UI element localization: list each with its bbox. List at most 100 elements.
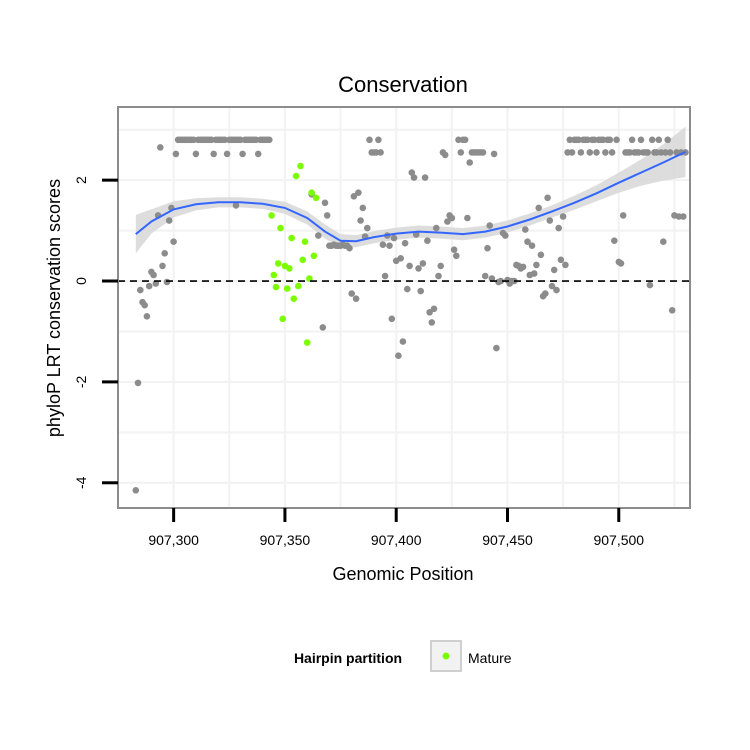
data-point-other (606, 136, 614, 144)
data-point-mature (295, 282, 302, 290)
data-point-other (359, 204, 367, 212)
data-point-other (577, 149, 585, 156)
plot-panel (117, 106, 691, 509)
data-point-other (628, 136, 636, 144)
data-point-other (619, 212, 627, 219)
data-point-other (152, 280, 160, 287)
data-point-other (357, 217, 364, 224)
data-point-mature (283, 285, 291, 292)
data-point-other (377, 149, 384, 156)
data-point-other (150, 271, 157, 279)
data-point-other (611, 237, 618, 244)
data-point-other (537, 251, 545, 259)
data-point-other (533, 261, 540, 269)
data-point-other (548, 282, 556, 290)
data-point-other (395, 352, 402, 360)
data-point-mature (308, 189, 315, 196)
data-point-other (254, 150, 262, 158)
data-point-mature (301, 238, 309, 245)
data-point-other (137, 286, 144, 294)
data-point-other (544, 194, 551, 202)
data-point-other (165, 217, 173, 224)
data-point-other (157, 144, 164, 151)
data-point-other (535, 204, 542, 212)
data-point-other (319, 324, 327, 331)
x-tick-label: 907,300 (148, 532, 199, 548)
data-point-other (550, 266, 558, 274)
data-point-other (415, 265, 422, 272)
data-point-other (555, 224, 562, 232)
data-point-other (444, 218, 451, 225)
data-point-other (479, 149, 487, 156)
data-point-other (530, 270, 538, 277)
data-point-other (348, 290, 356, 297)
data-point-mature (274, 260, 282, 267)
data-point-other (522, 226, 529, 233)
data-point-other (321, 199, 329, 207)
data-point-other (502, 232, 509, 239)
data-point-other (375, 136, 382, 144)
data-point-other (404, 285, 411, 293)
data-point-other (406, 262, 413, 270)
data-point-other (546, 217, 554, 224)
data-point-other (355, 189, 362, 196)
data-point-other (379, 241, 387, 248)
data-point-mature (268, 212, 275, 219)
data-point-other (350, 193, 358, 200)
data-point-other (170, 238, 177, 245)
data-point-other (421, 174, 429, 181)
legend-title: Hairpin partition (294, 650, 402, 666)
data-point-other (660, 238, 667, 245)
data-point-other (161, 250, 168, 257)
data-point-other (239, 150, 246, 158)
data-point-other (132, 487, 140, 494)
data-point-mature (292, 172, 300, 180)
data-point-other (408, 169, 416, 176)
data-point-other (386, 242, 393, 249)
data-point-other (655, 136, 663, 144)
data-point-other (399, 338, 407, 345)
data-point-other (159, 262, 166, 270)
data-point-other (608, 149, 616, 156)
data-point-other (364, 224, 371, 232)
data-point-other (323, 212, 331, 219)
x-tick-label: 907,350 (260, 532, 311, 548)
data-point-other (192, 150, 200, 158)
data-point-other (602, 149, 609, 156)
data-point-other (557, 256, 565, 264)
data-point-other (457, 149, 465, 156)
data-point-other (419, 260, 427, 267)
data-point-mature (303, 339, 311, 346)
x-tick-label: 907,450 (482, 532, 533, 548)
data-point-other (381, 272, 389, 280)
data-point-other (352, 295, 360, 303)
y-tick-label: 2 (73, 176, 89, 184)
data-point-other (488, 275, 496, 282)
x-tick-label: 907,500 (593, 532, 644, 548)
data-point-other (637, 136, 645, 144)
data-point-other (453, 252, 460, 260)
data-point-mature (288, 234, 295, 242)
data-point-other (346, 244, 353, 252)
data-point-other (668, 307, 676, 314)
data-point-other (644, 149, 651, 156)
data-point-other (464, 214, 471, 222)
data-point-other (519, 263, 527, 271)
panel-border (117, 106, 691, 509)
data-point-mature (270, 271, 278, 279)
data-point-other (441, 151, 449, 159)
data-point-other (232, 202, 240, 209)
y-axis-label: phyloP LRT conservation scores (44, 179, 64, 437)
data-point-other (210, 150, 217, 158)
data-point-other (466, 159, 474, 166)
data-point-other (481, 272, 489, 280)
data-point-other (448, 214, 456, 222)
data-point-other (417, 287, 425, 295)
data-point-other (424, 237, 431, 244)
data-point-other (388, 315, 396, 323)
data-point-other (461, 136, 469, 144)
panel-background (118, 107, 690, 508)
data-point-other (145, 282, 153, 290)
chart-title: Conservation (338, 72, 468, 97)
data-point-other (586, 149, 594, 156)
